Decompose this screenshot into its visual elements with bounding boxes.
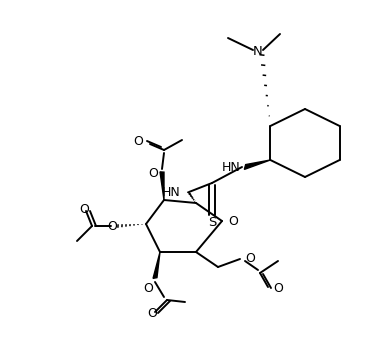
- Text: O: O: [79, 203, 89, 216]
- Text: O: O: [107, 220, 117, 232]
- Polygon shape: [153, 252, 160, 278]
- Text: O: O: [133, 135, 143, 147]
- Text: O: O: [148, 166, 158, 180]
- Polygon shape: [160, 172, 164, 200]
- Text: HN: HN: [161, 186, 180, 198]
- Text: HN: HN: [221, 161, 240, 174]
- Text: O: O: [143, 282, 153, 295]
- Text: O: O: [245, 252, 255, 266]
- Polygon shape: [244, 160, 270, 170]
- Text: O: O: [273, 282, 283, 295]
- Text: O: O: [147, 307, 157, 320]
- Text: N: N: [253, 45, 263, 57]
- Text: S: S: [208, 216, 216, 228]
- Text: O: O: [228, 215, 238, 227]
